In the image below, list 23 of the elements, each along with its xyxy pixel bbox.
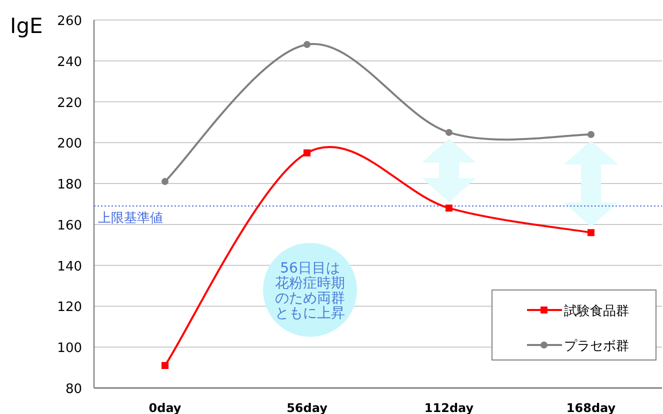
y-tick-label: 80	[65, 382, 82, 397]
y-tick-label: 160	[57, 218, 82, 234]
y-tick-label: 260	[57, 14, 82, 29]
point	[588, 229, 594, 236]
y-tick-label: 180	[57, 178, 82, 193]
point	[162, 178, 168, 186]
point	[304, 149, 310, 156]
point	[446, 204, 452, 212]
y-tick-label: 100	[57, 341, 82, 356]
ref-line-label: 上限基準値	[98, 211, 163, 226]
y-tick-label: 200	[57, 136, 82, 152]
annotation: 56日目は花粉症時期のため両群ともに上昇	[275, 260, 345, 322]
legend-label: プラセボ群	[564, 339, 629, 354]
y-tick-label: 120	[57, 300, 82, 316]
y-tick-label: 140	[57, 259, 82, 274]
y-tick-label: 240	[57, 54, 82, 70]
y-tick-label: 220	[57, 96, 82, 111]
point	[162, 362, 168, 370]
point	[588, 130, 594, 138]
y-axis-title: IgE	[10, 14, 43, 38]
point	[446, 128, 452, 136]
point	[304, 41, 310, 48]
legend-label: 試験食品群	[564, 304, 629, 319]
